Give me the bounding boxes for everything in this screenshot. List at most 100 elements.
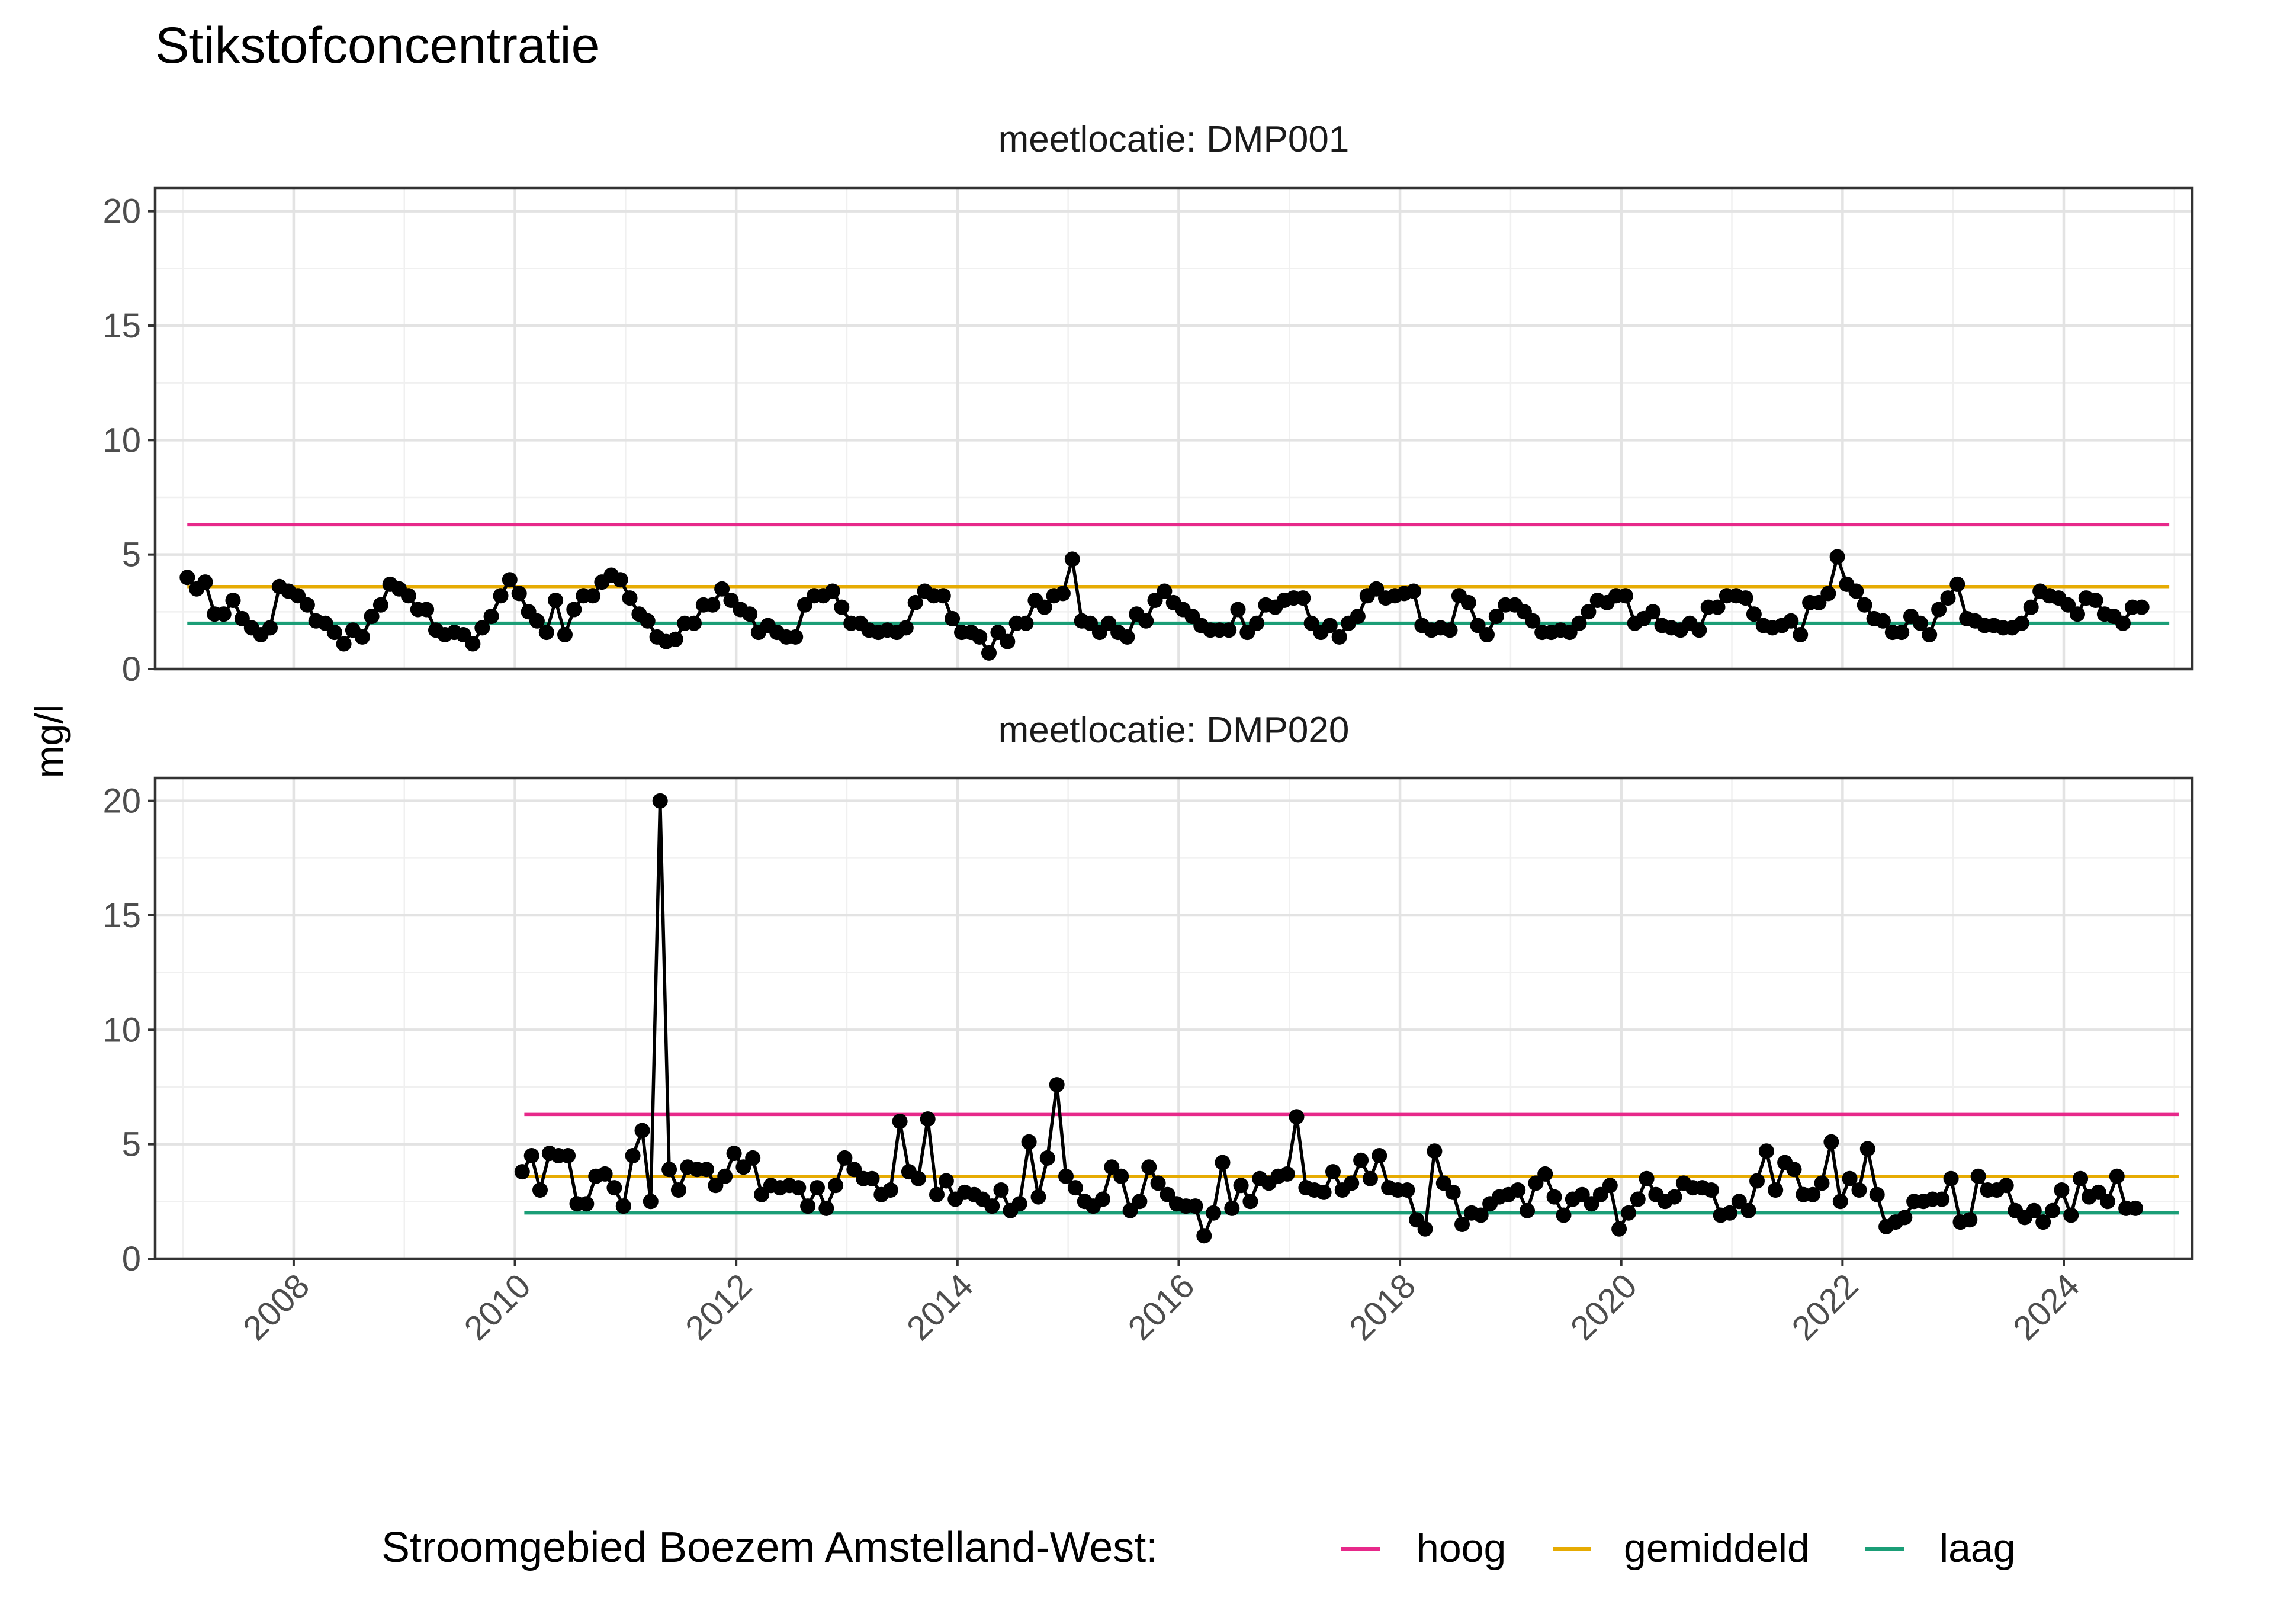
y-tick-label: 10 [102,1011,141,1049]
y-tick-label: 10 [102,421,141,459]
data-point [993,1182,1009,1198]
data-point [326,625,342,641]
data-point [1851,1182,1867,1198]
x-tick-label: 2022 [1784,1266,1865,1348]
data-point [538,625,554,641]
chart-title: Stikstofconcentratie [155,17,599,74]
data-point [197,574,213,590]
data-point [1823,1134,1839,1150]
data-point [514,1164,530,1180]
data-point [2087,593,2103,608]
data-point [825,583,840,599]
data-point [1141,1159,1157,1175]
data-point [1221,622,1237,638]
data-point [2013,615,2029,631]
data-point [1768,1182,1784,1198]
panel-border [153,776,2194,1260]
data-point [1710,599,1726,615]
x-tick-label: 2024 [2006,1266,2087,1348]
data-point [299,597,315,613]
data-point [834,599,850,615]
data-point [1857,597,1872,613]
data-point [1067,1180,1083,1196]
data-point [818,1200,834,1216]
data-point [1525,613,1541,629]
data-point [400,588,416,604]
data-point [1011,1196,1027,1212]
data-point [670,1182,686,1198]
x-tick-label: 2008 [236,1266,317,1348]
gridlines [155,188,2192,671]
data-point [929,1186,945,1202]
data-point [667,631,683,647]
data-point [1581,604,1597,620]
data-point [990,625,1006,641]
data-point [1021,1134,1037,1150]
data-point [2026,1202,2042,1218]
data-point [1805,1186,1821,1202]
data-point [1058,1168,1074,1184]
data-point [1049,1077,1065,1093]
data-point [532,1182,548,1198]
data-point [1442,622,1458,638]
data-point [1611,1221,1627,1237]
data-point [1875,613,1891,629]
data-point [1869,1186,1885,1202]
data-point [1786,1162,1802,1178]
data-point [1820,586,1836,602]
data-point [907,594,923,610]
data-point [1445,1184,1461,1200]
data-point [354,629,370,645]
data-point [2134,599,2150,615]
data-point [1325,1164,1341,1180]
data-point [2054,1182,2070,1198]
data-point [2100,1194,2115,1210]
data-point [1666,1189,1682,1205]
data-point [1316,1184,1332,1200]
data-point [640,613,656,629]
data-point [597,1166,613,1182]
series-points [179,549,2150,661]
data-point [788,629,804,645]
data-point [920,1111,936,1127]
data-point [1722,1205,1737,1221]
x-tick-label: 2010 [457,1266,538,1348]
data-point [585,588,601,604]
data-point [1187,1198,1203,1214]
y-tick-label: 15 [102,307,141,345]
data-point [1488,609,1504,625]
data-point [1224,1200,1240,1216]
data-point [1621,1205,1636,1221]
data-point [745,1150,761,1166]
y-tick-label: 5 [122,536,141,574]
data-point [1435,1175,1451,1191]
data-point [1998,1178,2014,1194]
data-point [455,627,471,642]
data-point [686,615,702,631]
data-point [1571,615,1587,631]
data-point [419,602,435,618]
x-tick-label: 2018 [1342,1266,1423,1348]
data-point [1691,622,1707,638]
data-point [828,1178,844,1194]
data-point [1157,583,1173,599]
data-point [1030,1189,1046,1205]
data-point [606,1180,622,1196]
data-point [1970,1168,1986,1184]
data-point [1859,1141,1875,1157]
data-point [898,620,914,636]
data-point [234,610,250,626]
data-point [1943,1170,1959,1186]
data-point [1510,1182,1526,1198]
data-point [837,1150,853,1166]
data-point [1132,1194,1148,1210]
data-point [1406,583,1422,599]
data-point [935,588,951,604]
y-tick-label: 0 [122,1240,141,1278]
data-point [1737,590,1753,606]
data-point [661,1162,677,1178]
data-point [1931,602,1947,618]
data-point [864,1170,880,1186]
data-point [1206,1205,1222,1221]
data-point [1758,1143,1774,1159]
